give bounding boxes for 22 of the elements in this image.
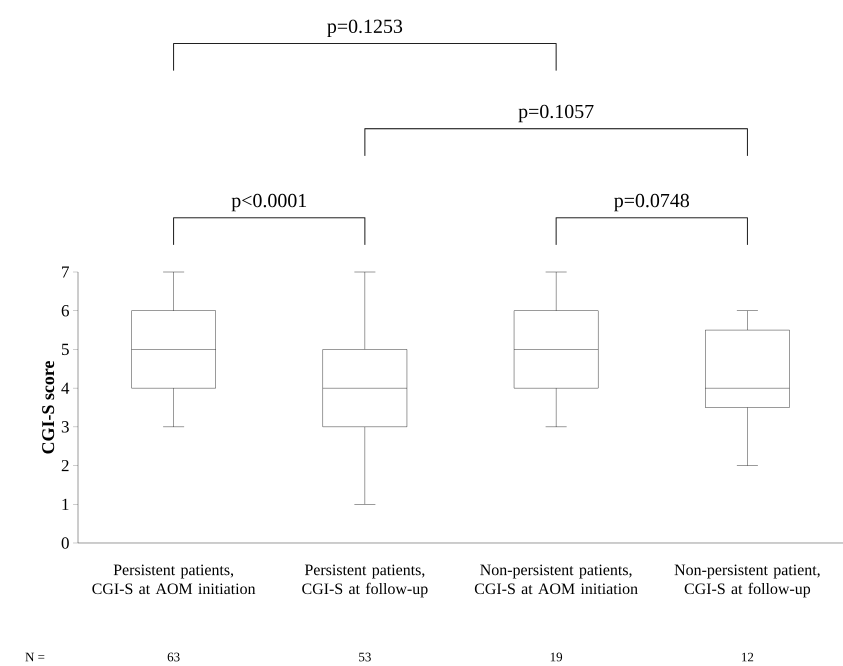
text: p<0.0001 xyxy=(232,194,306,212)
y-tick-label: 1 xyxy=(62,498,68,510)
x-tick-label: Persistent patients, CGI-S at AOM initiation xyxy=(92,564,256,594)
y-tick-label: 5 xyxy=(62,344,69,356)
y-tick-label: 0 xyxy=(62,537,69,549)
y-tick-label: 6 xyxy=(62,305,69,316)
y-axis-title: CGI-S score xyxy=(42,361,54,454)
text: p=0.0748 xyxy=(614,194,689,212)
y-tick-label: 7 xyxy=(62,266,69,278)
text: 19 xyxy=(550,652,562,662)
text: N = xyxy=(25,652,44,662)
x-tick-label: Non-persistent patient, CGI-S at follow-up xyxy=(674,564,820,598)
text: 53 xyxy=(359,652,371,662)
y-tick-label: 2 xyxy=(62,460,69,472)
text: 12 xyxy=(742,652,754,662)
text: p=0.1057 xyxy=(518,104,594,122)
text: 63 xyxy=(168,652,180,662)
x-tick-label: Persistent patients, CGI-S at follow-up xyxy=(302,564,428,598)
y-tick-label: 4 xyxy=(61,382,70,394)
x-tick-label: Non-persistent patients, CGI-S at AOM initiation xyxy=(474,564,638,594)
y-tick-label: 3 xyxy=(62,421,69,433)
text: p=0.1253 xyxy=(327,20,402,38)
